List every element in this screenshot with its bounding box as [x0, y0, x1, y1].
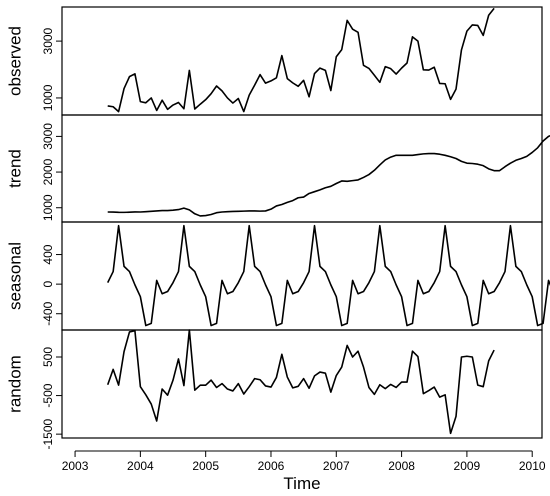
x-tick-label: 2003: [62, 459, 89, 473]
series-line-observed: [107, 7, 495, 113]
panel-label-random: random: [5, 355, 24, 413]
y-tick-label-random: -500: [41, 383, 55, 407]
x-tick-label: 2007: [323, 459, 350, 473]
series-line-trend: [107, 134, 550, 217]
y-tick-label-seasonal: 400: [41, 244, 55, 264]
y-tick-label-seasonal: -400: [41, 301, 55, 325]
x-tick-label: 2005: [192, 459, 219, 473]
x-tick-label: 2006: [258, 459, 285, 473]
series-line-seasonal: [106, 224, 550, 327]
x-tick-label: 2004: [127, 459, 154, 473]
y-tick-label-trend: 1000: [41, 194, 55, 221]
panel-label-trend: trend: [5, 149, 24, 188]
y-tick-label-random: 500: [41, 347, 55, 367]
x-tick-label: 2009: [454, 459, 481, 473]
y-tick-label-trend: 2000: [41, 158, 55, 185]
x-tick-label: 2010: [519, 459, 546, 473]
series-line-random: [106, 329, 495, 435]
x-axis-title: Time: [283, 474, 320, 493]
panel-frame-random: [61, 329, 543, 439]
y-tick-label-random: -1500: [41, 418, 55, 449]
panel-label-observed: observed: [5, 26, 24, 96]
y-tick-label-observed: 1000: [41, 84, 55, 111]
x-tick-label: 2008: [388, 459, 415, 473]
panel-frame-observed: [61, 6, 543, 116]
y-tick-label-observed: 3000: [41, 27, 55, 54]
y-tick-label-trend: 3000: [41, 123, 55, 150]
panel-label-seasonal: seasonal: [5, 242, 24, 310]
y-tick-label-seasonal: 0: [41, 280, 55, 287]
panel-frame-trend: [61, 114, 543, 223]
